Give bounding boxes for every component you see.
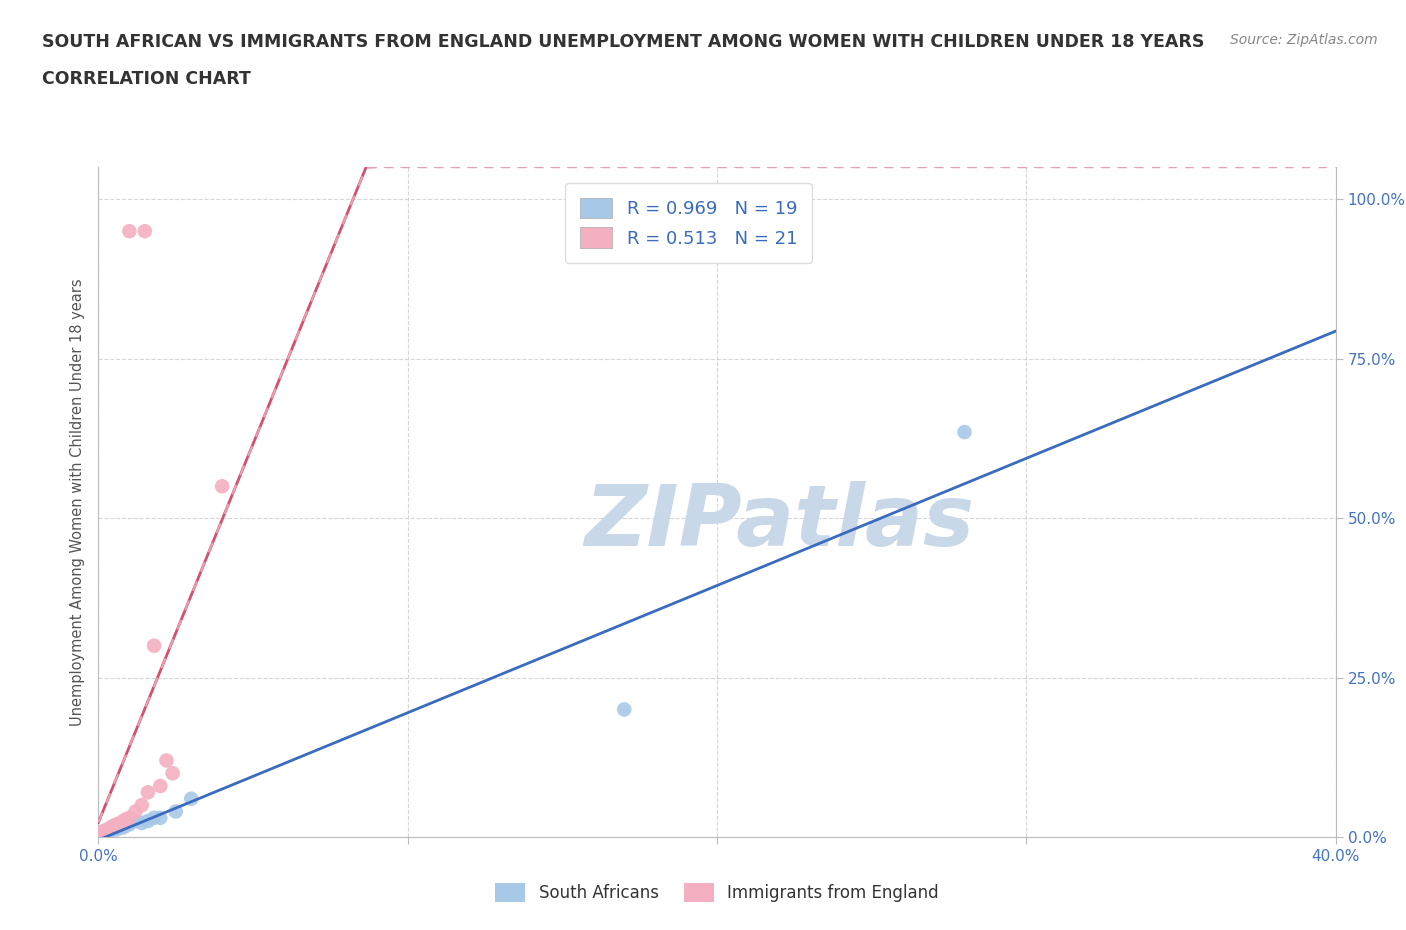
Point — [112, 814, 135, 829]
Point — [953, 425, 976, 440]
Point — [162, 765, 184, 780]
Text: CORRELATION CHART: CORRELATION CHART — [42, 70, 252, 87]
Point — [103, 822, 125, 837]
Point — [118, 817, 141, 831]
Legend: South Africans, Immigrants from England: South Africans, Immigrants from England — [482, 870, 952, 916]
Point — [134, 224, 156, 239]
Point — [93, 825, 115, 840]
Y-axis label: Unemployment Among Women with Children Under 18 years: Unemployment Among Women with Children U… — [69, 278, 84, 726]
Point — [136, 785, 159, 800]
Point — [124, 804, 146, 819]
Point — [149, 810, 172, 825]
Point — [103, 818, 125, 833]
Point — [97, 825, 120, 840]
Point — [149, 778, 172, 793]
Point — [112, 820, 135, 835]
Point — [115, 812, 138, 827]
Text: Source: ZipAtlas.com: Source: ZipAtlas.com — [1230, 33, 1378, 46]
Point — [118, 224, 141, 239]
Text: SOUTH AFRICAN VS IMMIGRANTS FROM ENGLAND UNEMPLOYMENT AMONG WOMEN WITH CHILDREN : SOUTH AFRICAN VS IMMIGRANTS FROM ENGLAND… — [42, 33, 1205, 50]
Point — [136, 814, 159, 829]
Point — [93, 823, 115, 838]
Point — [613, 702, 636, 717]
Point — [124, 814, 146, 829]
Point — [131, 798, 153, 813]
Point — [165, 804, 187, 819]
Point — [105, 817, 128, 831]
Point — [143, 810, 166, 825]
Text: ZIPatlas: ZIPatlas — [583, 481, 974, 564]
Point — [100, 823, 122, 838]
Point — [100, 820, 122, 835]
Point — [143, 638, 166, 653]
Point — [97, 822, 120, 837]
Point — [118, 810, 141, 825]
Point — [108, 816, 131, 830]
Point — [131, 816, 153, 830]
Point — [87, 827, 110, 842]
Point — [155, 753, 177, 768]
Point — [90, 827, 112, 842]
Point — [108, 820, 131, 835]
Point — [115, 818, 138, 833]
Point — [180, 791, 202, 806]
Point — [90, 825, 112, 840]
Point — [211, 479, 233, 494]
Point — [105, 822, 128, 837]
